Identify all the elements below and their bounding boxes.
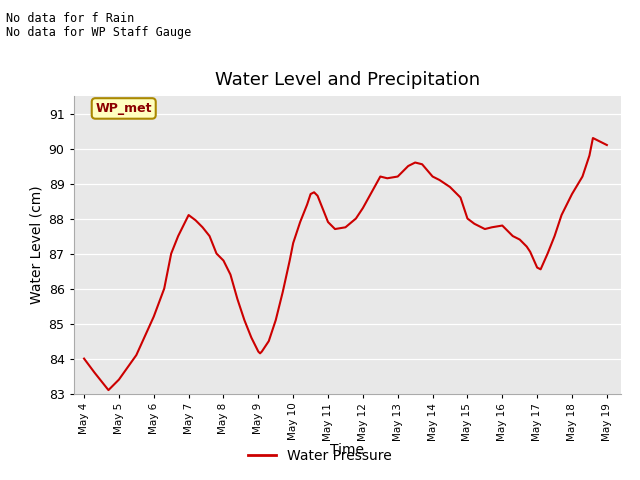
Y-axis label: Water Level (cm): Water Level (cm) (29, 185, 43, 304)
Text: WP_met: WP_met (95, 102, 152, 115)
Text: No data for WP Staff Gauge: No data for WP Staff Gauge (6, 26, 191, 39)
Legend: Water Pressure: Water Pressure (243, 443, 397, 468)
Text: No data for f Rain: No data for f Rain (6, 12, 134, 25)
Title: Water Level and Precipitation: Water Level and Precipitation (214, 71, 480, 89)
X-axis label: Time: Time (330, 444, 364, 457)
